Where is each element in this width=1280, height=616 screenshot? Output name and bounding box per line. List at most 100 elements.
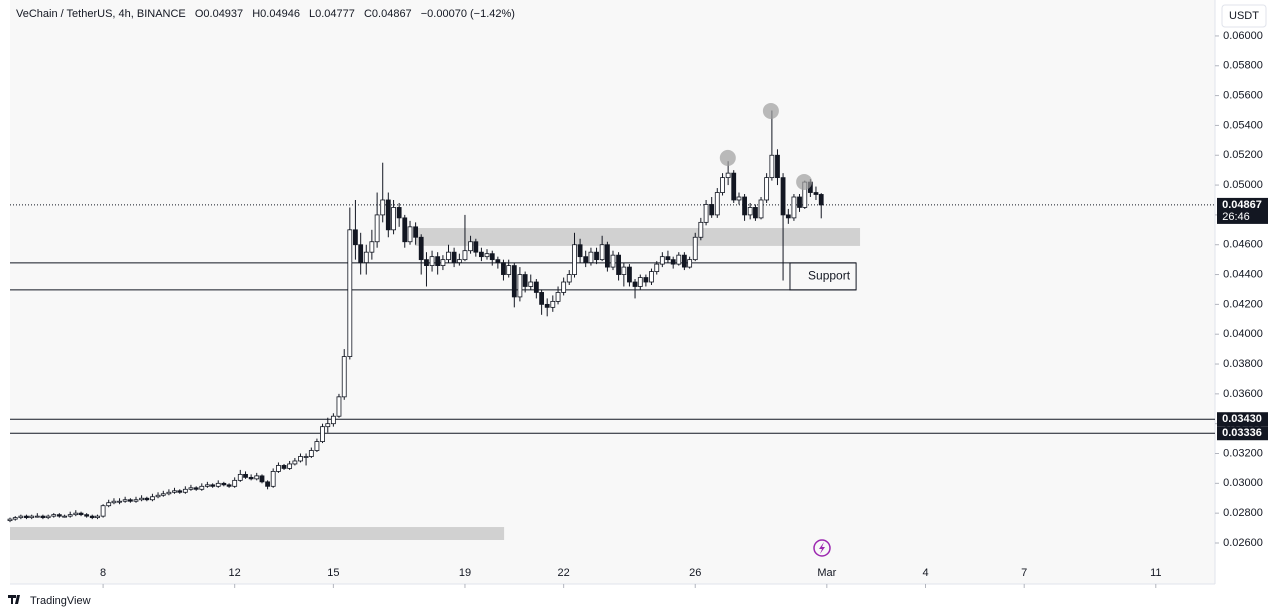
candle-body — [193, 487, 199, 490]
candle-body — [764, 177, 770, 201]
candle-body — [599, 244, 605, 261]
candle-body — [714, 192, 720, 216]
candle-body — [407, 226, 413, 243]
y-tick-label: 0.03200 — [1223, 447, 1263, 459]
y-tick-label: 0.05400 — [1223, 119, 1263, 131]
candle-body — [12, 517, 18, 520]
candle-body — [676, 254, 682, 265]
candle-body — [89, 515, 95, 519]
candle-body — [150, 496, 155, 501]
candle-body — [797, 196, 802, 208]
currency-box[interactable] — [1221, 4, 1267, 28]
candle-body — [353, 229, 358, 246]
candle-body — [374, 214, 380, 243]
candle-body — [654, 263, 660, 272]
x-tick-label: 26 — [689, 567, 701, 579]
y-tick-label: 0.05000 — [1223, 179, 1263, 191]
y-tick-label: 0.03800 — [1223, 358, 1263, 370]
candle-body — [391, 207, 396, 231]
candle-body — [506, 265, 512, 275]
candle-body — [177, 490, 183, 493]
candle-body — [572, 244, 577, 275]
candle-body — [418, 236, 424, 261]
candle-body — [561, 281, 567, 293]
ohlc-change: −0.00070 (−1.42%) — [420, 8, 515, 20]
level-label: 0.03336 — [1222, 427, 1262, 439]
x-tick-label: 7 — [1021, 567, 1027, 579]
candle-body — [314, 441, 320, 451]
candle-body — [336, 396, 342, 417]
y-tick-label: 0.06000 — [1223, 30, 1263, 42]
candle-body — [221, 482, 227, 486]
candle-body — [396, 207, 402, 219]
candle-body — [56, 514, 62, 517]
candle-body — [742, 196, 747, 216]
candle-body — [775, 154, 780, 179]
candle-body — [659, 256, 665, 265]
candle-body — [429, 256, 435, 267]
candle-body — [555, 292, 561, 302]
candle-body — [424, 259, 429, 267]
candle-body — [731, 172, 737, 201]
candle-body — [616, 254, 621, 275]
y-tick-label: 0.03600 — [1223, 388, 1263, 400]
candle-body — [380, 199, 386, 216]
x-tick-label: 4 — [922, 567, 928, 579]
x-tick-label: 22 — [558, 567, 570, 579]
y-tick-label: 0.04000 — [1223, 328, 1263, 340]
plot-area — [10, 0, 1215, 584]
last-price-label: 0.04867 — [1222, 199, 1262, 211]
countdown: 26:46 — [1222, 211, 1250, 223]
candle-body — [440, 259, 446, 267]
candle-body — [199, 485, 205, 490]
candle-body — [522, 274, 528, 287]
candle-body — [489, 253, 495, 261]
candle-body — [621, 266, 627, 275]
candle-body — [254, 475, 260, 480]
candle-body — [528, 281, 534, 287]
candle-body — [215, 482, 221, 487]
candle-body — [566, 274, 572, 283]
ohlc-open: O0.04937 — [194, 8, 244, 20]
y-tick-label: 0.05800 — [1223, 60, 1263, 72]
candle-body — [78, 512, 84, 516]
y-tick-label: 0.02600 — [1223, 537, 1263, 549]
candle-body — [703, 204, 709, 223]
level-badge — [1217, 426, 1268, 441]
ohlc-close: C0.04867 — [363, 8, 412, 20]
brand-name: TradingView — [30, 595, 91, 607]
candle-body — [182, 488, 188, 493]
y-tick-label: 0.05200 — [1223, 149, 1263, 161]
candle-body — [276, 465, 281, 472]
candle-body — [232, 479, 238, 487]
candle-body — [292, 460, 298, 465]
candle-body — [533, 281, 539, 293]
candle-body — [160, 493, 166, 496]
candle-body — [692, 236, 698, 261]
candle-body — [73, 512, 79, 516]
y-tick-label: 0.04600 — [1223, 239, 1263, 251]
candle-body — [226, 484, 232, 487]
candle-body — [62, 515, 68, 518]
x-tick-label: 15 — [327, 567, 339, 579]
candle-body — [270, 471, 276, 487]
candle-body — [725, 172, 731, 179]
candle-body — [813, 192, 819, 195]
last-price-badge — [1217, 197, 1268, 224]
candle-body — [347, 229, 353, 357]
candle-body — [144, 497, 150, 501]
x-tick-label: 11 — [1150, 567, 1161, 579]
candle-body — [67, 514, 73, 517]
candle-body — [588, 251, 594, 264]
candle-body — [446, 251, 451, 261]
candle-body — [84, 514, 90, 517]
candle-body — [747, 207, 753, 216]
y-tick-label: 0.04200 — [1223, 298, 1263, 310]
candle-body — [358, 244, 364, 264]
candle-body — [720, 177, 725, 193]
candle-body — [402, 217, 408, 243]
candle-body — [818, 194, 824, 206]
ohlc-low: L0.04777 — [309, 8, 355, 20]
lightning-icon[interactable] — [813, 539, 831, 557]
candle-body — [155, 494, 161, 498]
